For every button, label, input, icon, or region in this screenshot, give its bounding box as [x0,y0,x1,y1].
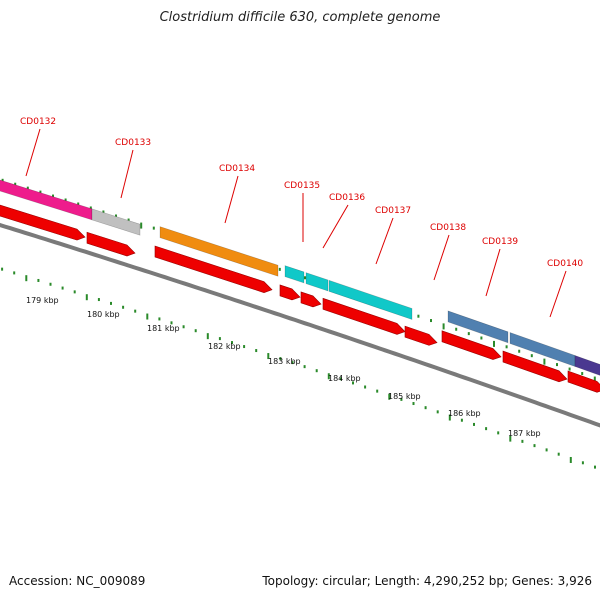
cds-arrow [0,204,86,241]
gene-label-cd0137: CD0137 [375,206,411,216]
gene-feature-cd0132 [0,179,93,221]
backbone-line [0,222,600,428]
gene-label-cd0135: CD0135 [284,181,320,191]
kbp-label: 185 kbp [388,392,421,401]
gene-label-cd0140: CD0140 [547,259,583,269]
gene-feature-cd0140 [574,355,600,376]
leader-line [224,175,239,224]
leader-line [433,234,450,281]
kbp-label: 183 kbp [268,357,301,366]
gene-feature-cd0133 [91,208,141,236]
leader-line [485,248,501,297]
cds-arrow [502,350,568,383]
gene-feature-cd0136 [305,272,329,292]
kbp-label: 184 kbp [328,374,361,383]
kbp-label: 187 kbp [508,429,541,438]
kbp-label: 182 kbp [208,342,241,351]
cds-track [0,204,600,393]
leader-line [549,270,567,318]
gene-label-cd0132: CD0132 [20,117,56,127]
gene-label-cd0136: CD0136 [329,193,365,203]
cds-arrow [404,325,438,346]
leader-line [375,217,394,265]
kbp-label: 181 kbp [147,324,180,333]
gene-feature-cd0137 [328,279,413,320]
backbone-line [0,222,600,428]
gene-label-cd0138: CD0138 [430,223,466,233]
cds-arrow [86,231,136,257]
kbp-label: 186 kbp [448,409,481,418]
cds-arrow [279,284,301,301]
gene-label-cd0139: CD0139 [482,237,518,247]
accession-label: Accession: NC_009089 [9,574,146,588]
topology-summary: Topology: circular; Length: 4,290,252 bp… [262,574,592,588]
cds-arrow [441,330,502,360]
kbp-label: 179 kbp [26,296,59,305]
gene-label-cd0133: CD0133 [115,138,151,148]
cds-arrow [567,370,600,393]
gene-feature-cd0134 [159,226,279,277]
cds-arrow [300,291,322,308]
gene-feature-track [0,179,600,376]
leader-line [25,128,41,177]
kbp-labels: 179 kbp 180 kbp 181 kbp 182 kbp 183 kbp 184 k… [26,296,541,438]
leader-line [322,204,349,249]
gene-label-cd0134: CD0134 [219,164,255,174]
gene-labels: CD0132 CD0133 CD0134 CD0135 CD0136 CD0137 CD01… [20,117,583,269]
gene-feature-cd0138 [447,310,509,344]
kbp-label: 180 kbp [87,310,120,319]
kbp-tick-ring [1,267,596,469]
label-leader-lines [25,128,567,318]
gene-feature-cd0135 [284,265,305,284]
map-title: Clostridium difficile 630, complete geno… [159,10,441,25]
cds-arrow [154,245,273,293]
cds-arrow [322,297,406,335]
leader-line [120,149,134,199]
